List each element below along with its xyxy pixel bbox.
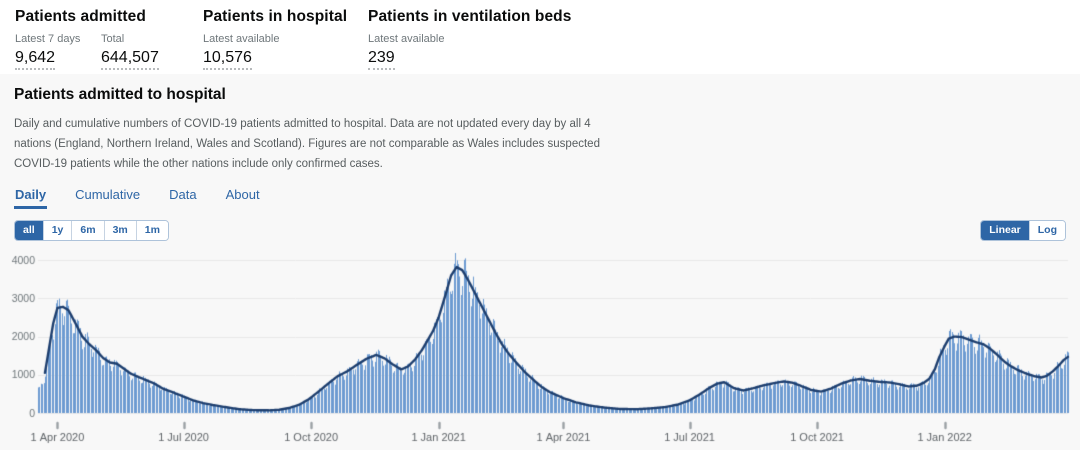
stat-group-patients-in-hospital: Patients in hospital Latest available 10…	[203, 6, 368, 74]
range-selector: all 1y 6m 3m 1m	[14, 220, 169, 241]
tab-cumulative[interactable]: Cumulative	[75, 187, 141, 202]
stat-metric: Latest available 10,576	[203, 33, 279, 70]
stat-metric-value[interactable]: 10,576	[203, 49, 252, 70]
tab-data[interactable]: Data	[169, 187, 197, 202]
stat-metric-label: Total	[101, 33, 125, 45]
range-button-all[interactable]: all	[15, 221, 43, 240]
stat-group-patients-admitted: Patients admitted Latest 7 days 9,642 To…	[15, 6, 203, 74]
card-title: Patients admitted to hospital	[14, 86, 226, 103]
stat-title: Patients admitted	[15, 8, 146, 25]
stat-metric-value[interactable]: 9,642	[15, 49, 56, 70]
stat-metric: Total 644,507	[101, 33, 159, 70]
range-button-3m[interactable]: 3m	[103, 221, 136, 240]
chart-card: Patients admitted to hospital Daily and …	[0, 74, 1080, 455]
tab-daily[interactable]: Daily	[14, 187, 48, 209]
scale-selector: Linear Log	[980, 220, 1066, 241]
chart-area	[0, 247, 1080, 455]
scale-button-log[interactable]: Log	[1028, 221, 1065, 240]
stat-metric-label: Latest available	[203, 33, 280, 45]
stat-metric: Latest available 239	[368, 33, 444, 70]
range-button-1y[interactable]: 1y	[42, 221, 72, 240]
card-description: Daily and cumulative numbers of COVID-19…	[14, 118, 600, 170]
stat-metric-value[interactable]: 239	[368, 49, 395, 70]
stat-group-patients-in-ventilation-beds: Patients in ventilation beds Latest avai…	[368, 6, 571, 74]
range-button-6m[interactable]: 6m	[71, 221, 104, 240]
stat-title: Patients in ventilation beds	[368, 8, 572, 25]
admissions-chart[interactable]	[0, 247, 1080, 455]
scale-button-linear[interactable]: Linear	[981, 221, 1029, 240]
tab-bar: Daily Cumulative Data About	[14, 187, 1066, 209]
stat-metric-label: Latest available	[368, 33, 445, 45]
range-button-1m[interactable]: 1m	[135, 221, 168, 240]
stat-title: Patients in hospital	[203, 8, 348, 25]
stat-metric: Latest 7 days 9,642	[15, 33, 101, 70]
stat-metric-value[interactable]: 644,507	[101, 49, 159, 70]
chart-controls: all 1y 6m 3m 1m Linear Log	[14, 220, 1066, 241]
tab-about[interactable]: About	[225, 187, 260, 202]
summary-header: Patients admitted Latest 7 days 9,642 To…	[0, 0, 1080, 74]
stat-metric-label: Latest 7 days	[15, 33, 81, 45]
